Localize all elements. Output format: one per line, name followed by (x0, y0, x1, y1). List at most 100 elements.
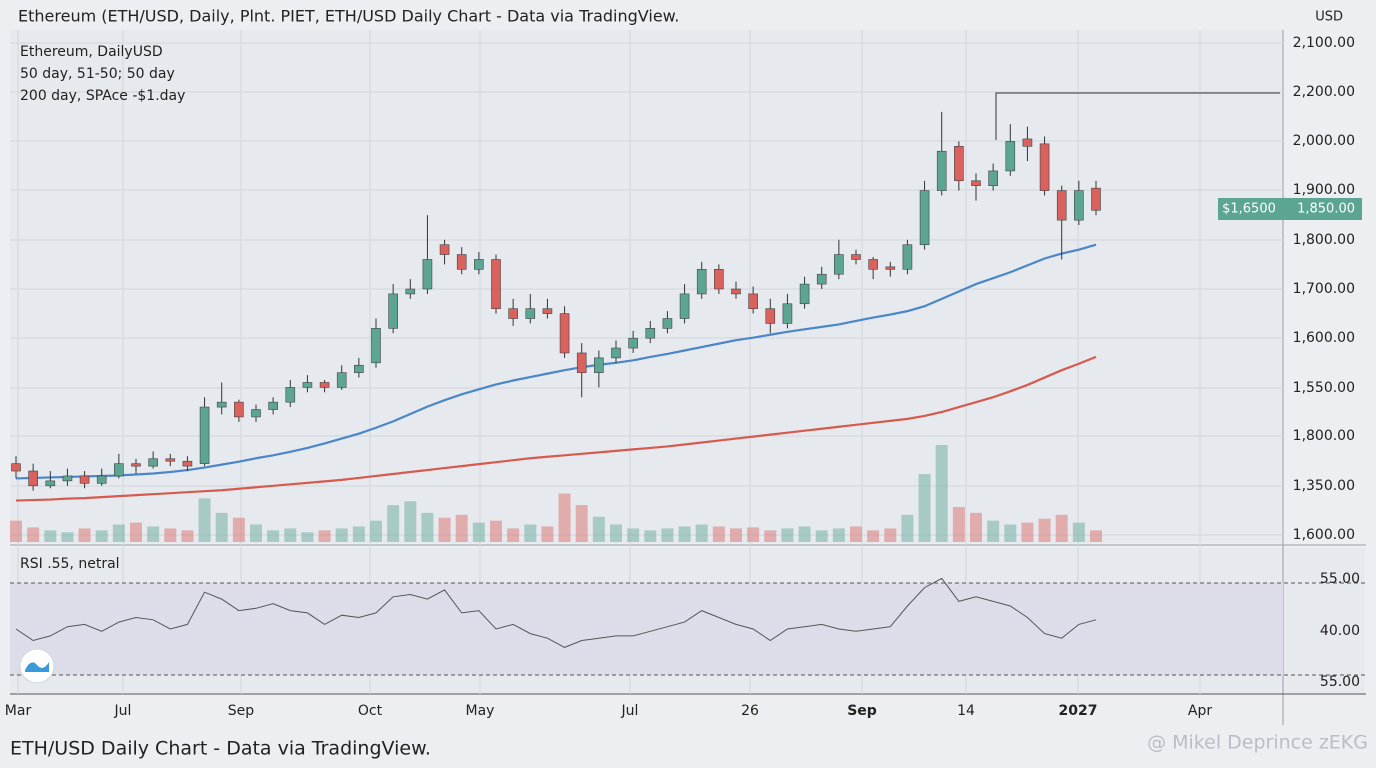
volume-bar (747, 527, 760, 542)
candle-body (182, 460, 193, 467)
volume-bar (404, 501, 417, 542)
rsi-band (10, 583, 1283, 675)
candle-body (1022, 138, 1033, 147)
candle-body (851, 254, 861, 260)
volume-bar (730, 528, 742, 542)
y-tick-label: 1,600.00 (1293, 330, 1355, 346)
candle-body (765, 308, 776, 324)
rsi-label: RSI .55, netral (20, 556, 120, 572)
volume-bar (884, 528, 897, 542)
candle-body (834, 254, 844, 275)
x-tick-label: Sep (847, 703, 877, 719)
candle-body (559, 313, 570, 354)
candle-body (422, 259, 433, 290)
candle-body (816, 273, 827, 285)
candle-body (525, 308, 536, 319)
candle-body (799, 283, 810, 305)
volume-bar (112, 524, 125, 542)
volume-bar (301, 532, 314, 542)
volume-bar (712, 526, 725, 542)
volume-bar (318, 530, 331, 542)
candle-body (868, 259, 878, 270)
candle-body (1091, 187, 1101, 211)
candle-body (954, 146, 964, 182)
candle-body (234, 401, 244, 418)
footer-caption: ETH/USD Daily Chart - Data via TradingVi… (10, 738, 431, 760)
volume-bar (935, 445, 948, 542)
volume-bar (352, 526, 365, 542)
volume-bar (370, 520, 382, 542)
volume-bar (952, 507, 965, 542)
x-tick-label: 26 (741, 703, 759, 719)
volume-bar (781, 528, 794, 542)
volume-bar (644, 530, 657, 542)
volume-bar (695, 524, 708, 542)
candle-body (902, 244, 913, 270)
x-tick-label: Sep (228, 703, 255, 719)
volume-bar (95, 530, 108, 542)
candle-body (782, 303, 793, 324)
volume-bar (232, 517, 245, 542)
logo-mark (25, 662, 49, 672)
volume-bar (1038, 518, 1051, 542)
candle-body (748, 293, 758, 309)
y-tick-label: 2,200.00 (1293, 84, 1355, 100)
volume-bar (198, 498, 211, 542)
rsi-axis-label: 55.00 (1320, 571, 1360, 587)
x-tick-label: Jul (114, 703, 132, 719)
candle-body (79, 475, 90, 484)
candle-body (96, 475, 107, 484)
candle-body (62, 475, 73, 482)
y-tick-label: 2,100.00 (1293, 35, 1355, 51)
y-tick-label: 1,800.00 (1293, 428, 1355, 444)
volume-bar (1072, 522, 1085, 542)
volume-bar (867, 530, 880, 542)
volume-bar (815, 530, 828, 542)
volume-bar (507, 528, 520, 542)
volume-bar (164, 528, 177, 542)
watermark: @ Mikel Deprince zEKG (1147, 732, 1368, 754)
candle-body (611, 347, 621, 359)
volume-bar (335, 528, 348, 542)
candle-body (1056, 190, 1067, 221)
candle-body (319, 382, 330, 388)
line-series (15, 355, 1097, 502)
candle-body (971, 180, 981, 186)
volume-bar (181, 530, 194, 542)
volume-bar (541, 526, 554, 542)
candle-body (645, 328, 656, 339)
x-tick-label: 2027 (1059, 703, 1098, 719)
candle-body (1074, 190, 1084, 221)
candle-body (1005, 141, 1016, 172)
annotation-line (995, 92, 1280, 140)
candle-body (628, 337, 638, 349)
candle-body (336, 372, 347, 388)
volume-bar (678, 526, 691, 542)
candle-body (885, 266, 896, 270)
volume-bar (592, 516, 605, 542)
y-tick-label: 1,700.00 (1293, 281, 1355, 297)
candle-body (439, 244, 450, 255)
volume-bar (1004, 524, 1017, 542)
marks (10, 111, 1366, 676)
y-tick-label: 1,350.00 (1293, 478, 1355, 494)
volume-bar (250, 524, 262, 542)
candle-body (28, 470, 38, 487)
volume-bar (78, 528, 91, 542)
badge-text: $1,6500 (1222, 202, 1276, 217)
candle-body (576, 352, 587, 373)
volume-bar (558, 493, 571, 542)
volume-bar (524, 524, 537, 542)
candle-body (474, 259, 484, 270)
legend-title: Ethereum, DailyUSD (20, 44, 163, 60)
volume-bar (832, 528, 845, 542)
candle-body (199, 406, 210, 464)
candle-body (148, 458, 158, 467)
candle-body (679, 293, 690, 319)
volume-bar (610, 524, 622, 542)
volume-bar (455, 514, 468, 542)
candle-body (371, 328, 381, 364)
line-series (15, 577, 1097, 648)
x-tick-label: 14 (957, 703, 975, 719)
